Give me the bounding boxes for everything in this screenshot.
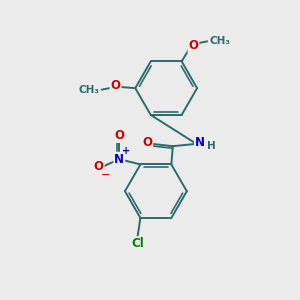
Text: O: O	[188, 39, 198, 52]
Text: N: N	[195, 136, 205, 149]
Text: O: O	[94, 160, 103, 173]
Text: CH₃: CH₃	[79, 85, 100, 94]
Text: Cl: Cl	[131, 237, 144, 250]
Text: CH₃: CH₃	[209, 36, 230, 46]
Text: +: +	[122, 146, 130, 156]
Text: O: O	[114, 129, 124, 142]
Text: −: −	[101, 170, 111, 180]
Text: O: O	[142, 136, 152, 149]
Text: O: O	[110, 79, 121, 92]
Text: N: N	[114, 153, 124, 166]
Text: H: H	[207, 141, 215, 151]
